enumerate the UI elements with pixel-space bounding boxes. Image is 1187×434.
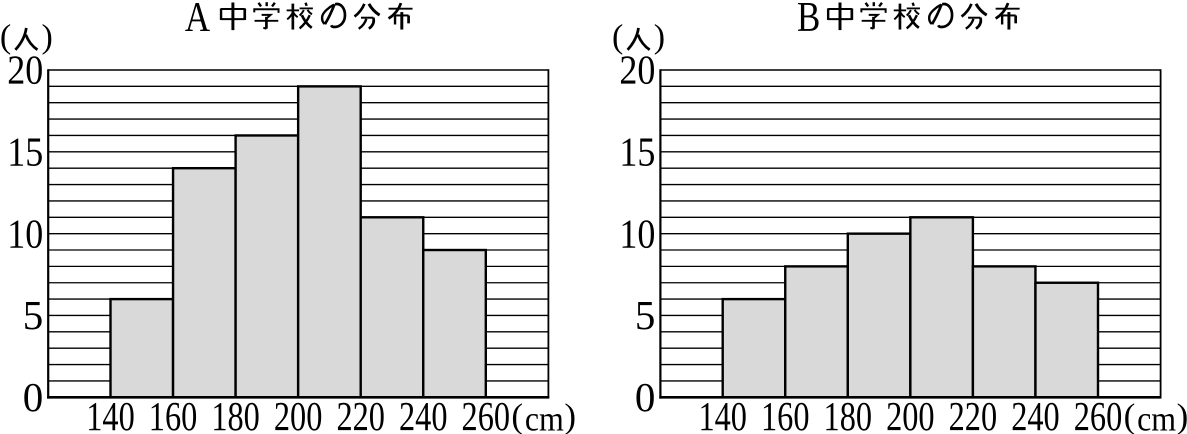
svg-text:240: 240 <box>1011 393 1060 434</box>
svg-text:): ) <box>654 19 665 56</box>
svg-text:5: 5 <box>635 292 656 338</box>
svg-text:200: 200 <box>886 393 935 434</box>
svg-text:180: 180 <box>824 393 873 434</box>
svg-text:240: 240 <box>399 393 448 434</box>
svg-text:10: 10 <box>619 210 655 256</box>
svg-text:cm: cm <box>1137 399 1176 434</box>
svg-text:5: 5 <box>23 292 44 338</box>
svg-text:(: ( <box>1124 396 1136 434</box>
svg-text:260: 260 <box>462 393 511 434</box>
svg-text:260: 260 <box>1074 393 1123 434</box>
svg-text:160: 160 <box>761 393 810 434</box>
svg-text:15: 15 <box>619 129 655 175</box>
svg-text:): ) <box>564 396 576 434</box>
svg-text:180: 180 <box>211 393 260 434</box>
svg-text:(: ( <box>511 396 523 434</box>
svg-text:0: 0 <box>635 374 656 420</box>
svg-text:10: 10 <box>7 210 43 256</box>
svg-text:A: A <box>185 0 210 41</box>
svg-text:220: 220 <box>949 393 998 434</box>
svg-text:220: 220 <box>336 393 385 434</box>
svg-text:cm: cm <box>525 399 564 434</box>
svg-text:140: 140 <box>86 393 135 434</box>
svg-text:140: 140 <box>698 393 747 434</box>
svg-text:200: 200 <box>274 393 323 434</box>
svg-text:20: 20 <box>7 47 43 93</box>
svg-text:B: B <box>797 0 820 41</box>
svg-text:15: 15 <box>7 129 43 175</box>
svg-text:): ) <box>1177 396 1187 434</box>
svg-text:(: ( <box>612 19 623 56</box>
svg-text:0: 0 <box>23 374 44 420</box>
svg-text:(: ( <box>0 19 11 56</box>
svg-text:): ) <box>42 19 53 56</box>
svg-text:20: 20 <box>619 47 655 93</box>
svg-text:160: 160 <box>149 393 198 434</box>
